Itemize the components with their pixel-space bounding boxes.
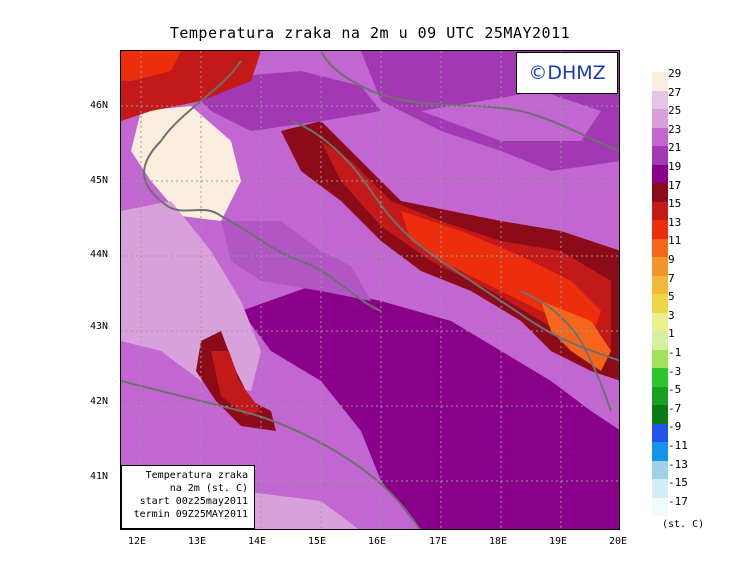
info-line-4: termin 09Z25MAY2011 bbox=[133, 509, 248, 520]
colorbar-label: -9 bbox=[668, 420, 682, 434]
colorbar-swatch bbox=[652, 405, 668, 424]
colorbar-label: 19 bbox=[668, 160, 682, 173]
colorbar-swatch bbox=[652, 312, 668, 331]
colorbar-label: 15 bbox=[668, 197, 682, 211]
colorbar-label: 11 bbox=[668, 234, 682, 248]
colorbar-label: -11 bbox=[668, 439, 688, 452]
lon-tick-15e: 15E bbox=[307, 536, 327, 547]
colorbar-swatch bbox=[652, 479, 668, 498]
colorbar-swatch bbox=[652, 386, 668, 405]
colorbar-swatch bbox=[652, 238, 668, 257]
lon-tick-14e: 14E bbox=[247, 536, 267, 547]
lon-tick-18e: 18E bbox=[488, 536, 508, 547]
lon-tick-19e: 19E bbox=[548, 536, 568, 547]
colorbar-label: 23 bbox=[668, 122, 682, 136]
colorbar-label: 5 bbox=[668, 290, 675, 304]
colorbar-label: -3 bbox=[668, 364, 682, 378]
lat-tick-43n: 43N bbox=[90, 321, 109, 332]
map-title: Temperatura zraka na 2m u 09 UTC 25MAY20… bbox=[169, 24, 571, 42]
colorbar-swatch bbox=[652, 201, 668, 220]
colorbar-label: 29 bbox=[668, 67, 682, 80]
colorbar-label: 9 bbox=[668, 253, 675, 266]
colorbar-swatch bbox=[652, 220, 668, 239]
lat-tick-42n: 42N bbox=[90, 396, 109, 407]
info-line-2: na 2m (st. C) bbox=[169, 483, 248, 494]
info-line-3: start 00z25may2011 bbox=[139, 496, 248, 507]
lon-tick-17e: 17E bbox=[428, 536, 448, 547]
temperature-map bbox=[120, 50, 620, 530]
colorbar-swatch bbox=[652, 294, 668, 313]
colorbar-swatch bbox=[652, 164, 668, 183]
colorbar-label: 1 bbox=[668, 327, 675, 341]
colorbar-swatch bbox=[652, 90, 668, 109]
colorbar-swatch bbox=[652, 275, 668, 294]
lat-tick-46n: 46N bbox=[90, 100, 109, 111]
colorbar-label: -17 bbox=[668, 494, 688, 508]
colorbar-label: 13 bbox=[668, 215, 682, 229]
colorbar-swatch bbox=[652, 127, 668, 146]
colorbar-swatch bbox=[652, 331, 668, 350]
lat-tick-45n: 45N bbox=[90, 175, 109, 186]
colorbar-label: 25 bbox=[668, 104, 682, 118]
colorbar-swatch bbox=[652, 423, 668, 442]
colorbar-swatch bbox=[652, 109, 668, 128]
colorbar-label: -7 bbox=[668, 401, 682, 415]
colorbar-swatch bbox=[652, 497, 668, 516]
lon-tick-12e: 12E bbox=[127, 536, 147, 547]
colorbar-swatch bbox=[652, 183, 668, 202]
colorbar-label: -5 bbox=[668, 383, 682, 397]
temperature-field bbox=[121, 51, 619, 529]
colorbar-label: 17 bbox=[668, 178, 682, 192]
colorbar-label: -15 bbox=[668, 476, 688, 490]
lon-tick-13e: 13E bbox=[187, 536, 207, 547]
dhmz-logo: ©DHMZ bbox=[516, 52, 618, 94]
info-box: Temperatura zraka na 2m (st. C) start 00… bbox=[121, 465, 255, 529]
colorbar-swatch bbox=[652, 349, 668, 368]
colorbar-label: -13 bbox=[668, 457, 688, 471]
colorbar-unit: (st. C) bbox=[662, 519, 705, 530]
lat-tick-44n: 44N bbox=[90, 249, 109, 260]
colorbar-label: -1 bbox=[668, 346, 682, 359]
colorbar-label: 27 bbox=[668, 85, 682, 99]
colorbar-swatch bbox=[652, 368, 668, 387]
colorbar bbox=[652, 72, 668, 516]
lon-tick-16e: 16E bbox=[367, 536, 387, 547]
colorbar-swatch bbox=[652, 257, 668, 276]
colorbar-swatch bbox=[652, 146, 668, 165]
colorbar-label: 7 bbox=[668, 271, 675, 285]
colorbar-swatch bbox=[652, 442, 668, 461]
colorbar-label: 3 bbox=[668, 308, 675, 322]
colorbar-label: 21 bbox=[668, 141, 682, 155]
colorbar-swatch bbox=[652, 72, 668, 91]
lat-tick-41n: 41N bbox=[90, 471, 109, 482]
lon-tick-20e: 20E bbox=[608, 536, 628, 547]
colorbar-swatch bbox=[652, 460, 668, 479]
info-line-1: Temperatura zraka bbox=[145, 470, 248, 481]
